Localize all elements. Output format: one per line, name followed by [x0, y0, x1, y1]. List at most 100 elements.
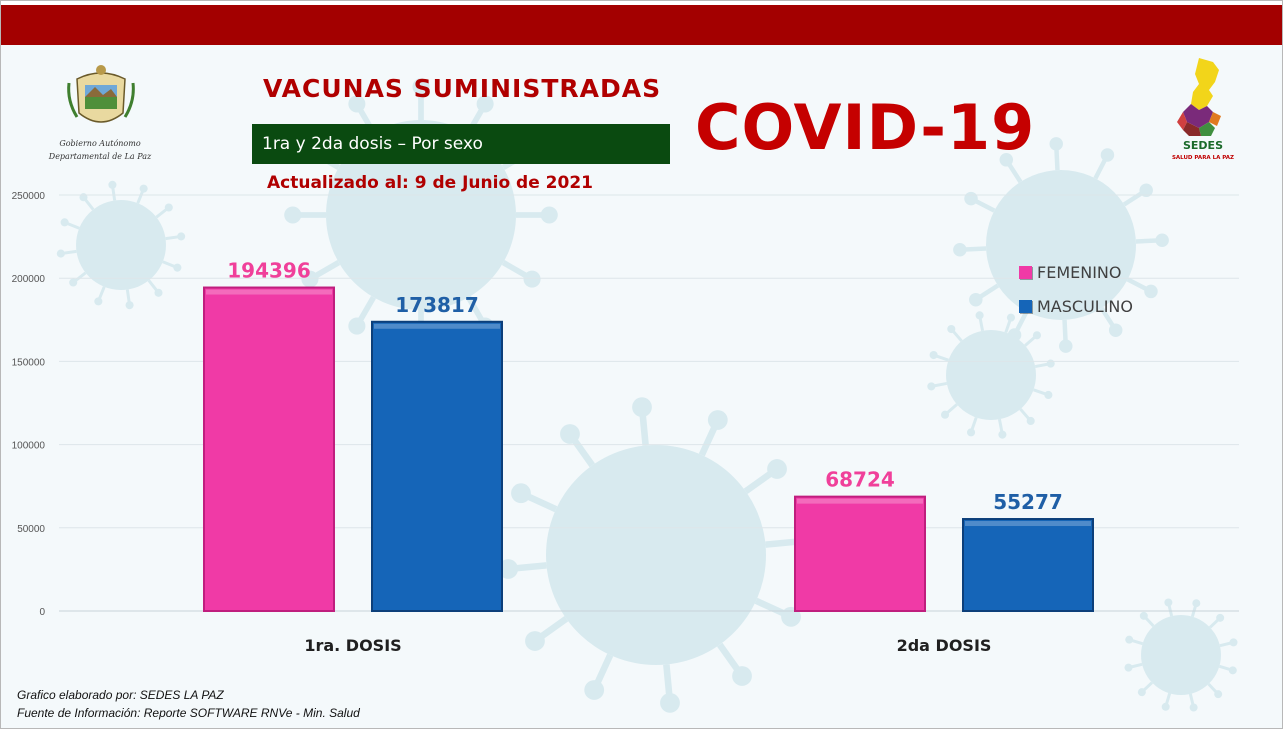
bar-masculino-2: [962, 518, 1094, 612]
virus-knob: [164, 203, 173, 212]
y-tick-label: 0: [39, 607, 45, 618]
virus-knob: [660, 692, 680, 713]
virus-blob: [326, 120, 516, 310]
virus-knob: [1108, 323, 1123, 337]
subtitle-box: 1ra y 2da dosis – Por sexo: [252, 124, 670, 164]
virus-knob: [1124, 663, 1133, 672]
virus-knob: [1100, 148, 1115, 162]
virus-blob: [946, 330, 1036, 420]
category-label-2: 2da DOSIS: [897, 636, 992, 655]
virus-blob: [986, 170, 1136, 320]
virus-knob: [412, 78, 430, 96]
virus-knob: [69, 278, 78, 287]
virus-knob: [284, 206, 302, 224]
virus-knob: [1044, 390, 1053, 400]
footer-credits: Grafico elaborado por: SEDES LA PAZ Fuen…: [17, 686, 360, 722]
bar-highlight: [965, 521, 1091, 527]
government-caption: Gobierno Autónomo Departamental de La Pa…: [45, 137, 155, 163]
data-label-femenino-2: 68724: [825, 468, 895, 492]
government-crest-logo: [67, 65, 135, 123]
covid-title: COVID-19: [695, 91, 1036, 164]
sedes-logo: SEDES SALUD PARA LA PAZ: [1172, 58, 1234, 161]
virus-knob: [1139, 183, 1153, 198]
footer-line2: Fuente de Información: Reporte SOFTWARE …: [17, 706, 360, 720]
virus-knob: [1214, 690, 1223, 699]
virus-knob: [476, 95, 494, 113]
virus-knob: [511, 483, 531, 504]
virus-knob: [125, 301, 134, 310]
sedes-name: SEDES: [1183, 139, 1223, 152]
virus-knob: [348, 317, 366, 335]
virus-blob: [76, 200, 166, 290]
virus-knob: [1161, 702, 1170, 711]
y-tick-label: 50000: [17, 524, 45, 535]
virus-knob: [947, 324, 956, 334]
government-caption-line2: Departamental de La Paz: [48, 152, 152, 161]
virus-knob: [498, 559, 519, 579]
y-tick-label: 200000: [12, 274, 46, 285]
virus-knob: [732, 666, 752, 686]
virus-knob: [60, 218, 69, 227]
virus-knob: [540, 206, 558, 224]
sedes-tagline: SALUD PARA LA PAZ: [1172, 155, 1234, 161]
virus-knob: [177, 232, 186, 241]
bar-highlight: [206, 289, 332, 295]
virus-knob: [767, 459, 787, 479]
virus-knob: [1216, 613, 1225, 622]
legend-swatch-masculino: [1019, 299, 1032, 313]
virus-knob: [1049, 137, 1063, 151]
virus-knob: [998, 430, 1007, 439]
virus-knob: [108, 180, 117, 189]
virus-knob: [999, 153, 1014, 167]
virus-knob: [1139, 611, 1148, 620]
legend-item-masculino: MASCULINO: [1019, 296, 1133, 316]
virus-knob: [1059, 339, 1073, 353]
virus-knob: [975, 311, 984, 320]
virus-knob: [969, 292, 983, 307]
chart-legend: FEMENINO MASCULINO: [1019, 263, 1133, 331]
virus-knob: [301, 270, 319, 288]
category-label-1: 1ra. DOSIS: [304, 636, 401, 655]
data-label-femenino-1: 194396: [227, 259, 311, 283]
government-caption-line1: Gobierno Autónomo: [59, 139, 141, 148]
virus-knob: [56, 249, 65, 258]
virus-knob: [1189, 703, 1198, 712]
virus-knob: [1125, 635, 1134, 644]
y-tick-label: 100000: [12, 441, 46, 452]
updated-date: Actualizado al: 9 de Junio de 2021: [267, 173, 593, 193]
virus-knob: [953, 243, 967, 257]
legend-label-femenino: FEMENINO: [1037, 262, 1122, 282]
virus-knob: [154, 288, 163, 297]
virus-knob: [94, 297, 103, 306]
footer-line1: Grafico elaborado por: SEDES LA PAZ: [17, 688, 224, 702]
vaccination-bar-chart: 0 50000 100000 150000 200000 250000 194396 173…: [12, 191, 1239, 655]
virus-knob: [632, 397, 652, 418]
virus-knob: [1164, 598, 1173, 607]
virus-knob: [1155, 233, 1169, 247]
legend-label-masculino: MASCULINO: [1037, 296, 1133, 316]
bar-femenino-1: [203, 286, 335, 612]
virus-knob: [1228, 666, 1237, 675]
virus-knob: [940, 410, 950, 419]
bar-highlight: [374, 323, 500, 329]
virus-knob: [1026, 416, 1035, 426]
bar-masculino-1: [371, 320, 503, 612]
data-label-masculino-2: 55277: [993, 490, 1063, 514]
virus-knob: [348, 95, 366, 113]
legend-item-femenino: FEMENINO: [1019, 262, 1133, 282]
virus-knob: [929, 350, 938, 360]
virus-knob: [525, 631, 545, 651]
virus-knob: [927, 382, 936, 391]
legend-swatch-femenino: [1019, 265, 1032, 279]
virus-knob: [560, 424, 580, 444]
virus-knob: [1137, 688, 1146, 697]
bar-femenino-2: [794, 495, 926, 612]
virus-knob: [139, 184, 148, 193]
virus-knob: [173, 263, 182, 272]
y-tick-label: 250000: [12, 191, 46, 202]
virus-knob: [1192, 599, 1201, 608]
virus-knob: [1229, 638, 1238, 647]
virus-blob: [1141, 615, 1221, 695]
virus-knob: [1032, 331, 1042, 340]
